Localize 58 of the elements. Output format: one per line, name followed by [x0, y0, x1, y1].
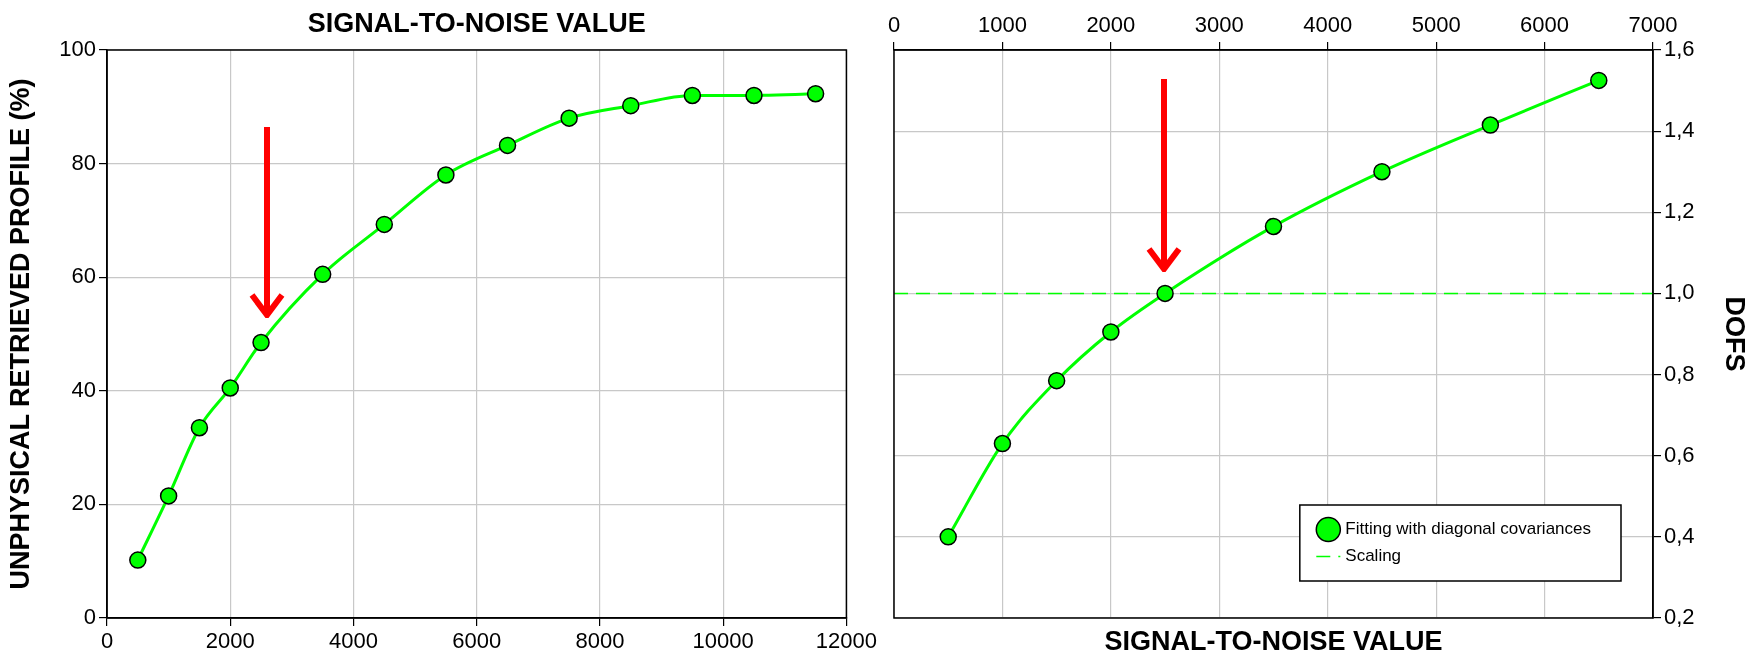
- point: [1102, 323, 1120, 341]
- y-tick-label: 0,4: [1664, 522, 1695, 548]
- x-axis-title: SIGNAL-TO-NOISE VALUE: [1104, 626, 1443, 657]
- point: [1047, 371, 1066, 390]
- x-tick-label: 4000: [1303, 11, 1353, 37]
- x-tick-label: 6000: [1520, 11, 1570, 37]
- point: [437, 166, 455, 184]
- x-axis-title: SIGNAL-TO-NOISE VALUE: [307, 8, 646, 39]
- point: [560, 109, 578, 127]
- point: [498, 136, 517, 155]
- x-tick-label: 2000: [1086, 11, 1136, 37]
- y-tick-label: 0,2: [1664, 604, 1695, 630]
- y-tick-label: 0: [83, 604, 96, 630]
- y-tick-label: 80: [71, 149, 96, 175]
- point: [622, 96, 640, 115]
- y-tick-label: 0,6: [1664, 441, 1695, 467]
- point: [1264, 217, 1283, 236]
- x-tick-label: 8000: [575, 628, 625, 654]
- x-tick-label: 3000: [1194, 11, 1244, 37]
- point: [939, 528, 957, 546]
- point: [129, 551, 147, 569]
- y-tick-label: 1,4: [1664, 117, 1695, 143]
- y-tick-label: 100: [59, 36, 96, 62]
- point: [1481, 116, 1500, 134]
- x-tick-label: 2000: [205, 628, 255, 654]
- x-tick-label: 7000: [1628, 11, 1678, 37]
- legend-label: Fitting with diagonal covariances: [1345, 519, 1591, 539]
- x-tick-label: 5000: [1411, 11, 1461, 37]
- y-tick-label: 40: [71, 376, 96, 402]
- x-tick-label: 12000: [815, 628, 878, 654]
- x-tick-label: 1000: [977, 11, 1027, 37]
- x-tick-label: 0: [100, 628, 114, 654]
- point: [159, 487, 178, 505]
- point: [1156, 284, 1174, 303]
- point: [190, 418, 209, 437]
- y-tick-label: 60: [71, 263, 96, 289]
- legend-label: Scaling: [1345, 546, 1402, 566]
- y-axis-title: DOFS: [1719, 296, 1750, 372]
- x-tick-label: 6000: [452, 628, 502, 654]
- point: [806, 84, 825, 103]
- y-tick-label: 20: [71, 490, 96, 516]
- point: [683, 86, 702, 105]
- point: [1590, 71, 1608, 90]
- y-tick-label: 0,8: [1664, 360, 1695, 386]
- point: [252, 333, 270, 352]
- y-tick-label: 1,6: [1664, 36, 1695, 62]
- y-axis-title: UNPHYSICAL RETRIEVED PROFILE (%): [5, 78, 36, 590]
- point: [313, 265, 332, 284]
- point: [221, 379, 239, 397]
- x-tick-label: 0: [887, 11, 901, 37]
- x-tick-label: 4000: [328, 628, 378, 654]
- point: [375, 215, 394, 234]
- y-tick-label: 1,0: [1664, 279, 1695, 305]
- x-tick-label: 10000: [692, 628, 754, 654]
- point: [993, 434, 1012, 453]
- y-tick-label: 1,2: [1664, 198, 1695, 224]
- point: [1373, 162, 1391, 181]
- point: [745, 86, 763, 105]
